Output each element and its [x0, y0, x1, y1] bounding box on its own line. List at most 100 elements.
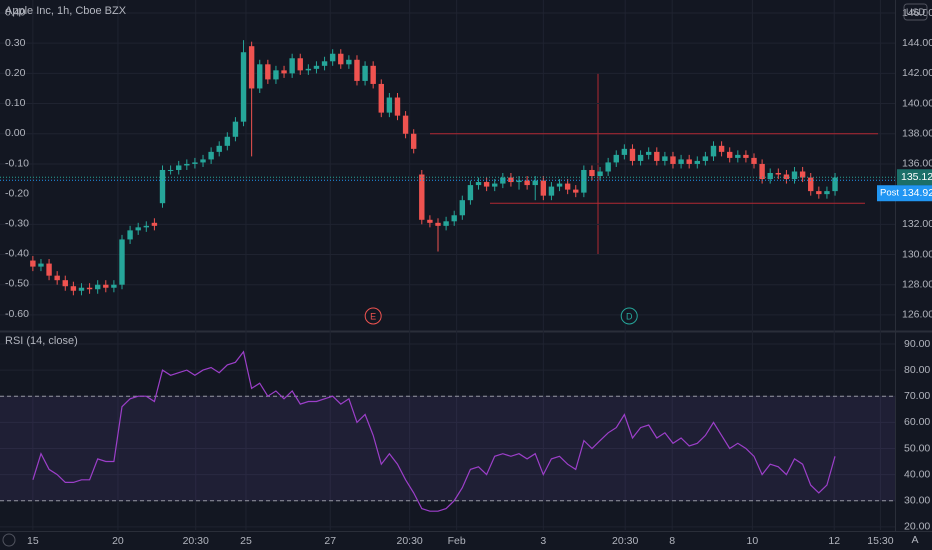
candle-body [516, 180, 522, 183]
y-tick-label: 146.00 [902, 7, 932, 19]
event-marker [364, 307, 382, 325]
candle-body [127, 230, 133, 240]
auto-scale-button[interactable]: A [911, 534, 918, 546]
candle-body [670, 156, 676, 164]
candle-body [370, 65, 376, 84]
candle-body [702, 156, 709, 161]
x-tick-label: 15:30 [867, 535, 893, 547]
candle-body [532, 180, 538, 186]
candle-body [248, 46, 255, 89]
candle-body [808, 177, 814, 192]
y-tick-label: 40.00 [904, 468, 930, 480]
last-price-label: 135.12 [901, 171, 932, 183]
candle-body [492, 183, 498, 187]
candle-body [435, 222, 441, 226]
candle-body [216, 145, 222, 152]
y-tick-label: 126.00 [902, 309, 932, 321]
candle-body [799, 171, 806, 178]
candle-body [751, 157, 757, 164]
x-tick-label: 20:30 [612, 535, 638, 547]
candle-body [94, 284, 101, 290]
y-tick-label: 30.00 [904, 495, 930, 507]
candle-body [378, 83, 384, 113]
logo-icon [2, 533, 16, 547]
x-tick-label: 20:30 [183, 535, 209, 547]
candle-body [564, 183, 571, 190]
candle-body [581, 169, 587, 193]
y-tick-label: 144.00 [902, 37, 932, 49]
rsi-band [0, 396, 895, 501]
candle-body [313, 65, 320, 69]
candle-body [824, 191, 830, 195]
event-marker [620, 307, 638, 325]
candle-body [38, 263, 44, 267]
candle-body [791, 171, 798, 180]
candle-body [159, 169, 166, 204]
candle-body [346, 59, 352, 65]
candle-body [167, 169, 174, 171]
post-price-tag [877, 185, 932, 202]
y-tick-label: 50.00 [904, 442, 930, 454]
candle-body [678, 159, 684, 164]
candle-body [573, 189, 579, 193]
post-price-label: 134.92 [902, 187, 932, 199]
chart-title: Apple Inc, 1h, Cboe BZX [5, 5, 127, 17]
candle-body [613, 154, 619, 163]
candle-body [832, 177, 838, 192]
candle-body [419, 174, 425, 220]
candle-body [338, 53, 344, 65]
candle-body [305, 68, 312, 71]
y2-tick-label: 0.20 [5, 67, 26, 79]
candle-body [62, 280, 68, 287]
x-tick-label: 20 [112, 535, 124, 547]
candle-body [597, 171, 603, 177]
y-tick-label: 138.00 [902, 128, 932, 140]
candle-body [475, 182, 482, 186]
y2-tick-label: -0.50 [5, 278, 29, 290]
candle-body [176, 165, 182, 170]
y2-tick-label: -0.10 [5, 157, 29, 169]
currency: USD [906, 7, 926, 17]
y-tick-label: 140.00 [902, 97, 932, 109]
y-tick-label: 80.00 [904, 364, 930, 376]
candle-body [354, 59, 360, 81]
x-tick-label: 10 [747, 535, 759, 547]
candle-body [816, 191, 822, 195]
candle-body [265, 64, 271, 80]
candle-body [394, 97, 401, 116]
y-tick-label: 20.00 [904, 521, 930, 533]
y-tick-label: 132.00 [902, 218, 932, 230]
candle-body [273, 70, 279, 80]
candle-body [297, 58, 303, 71]
x-tick-label: 15 [27, 535, 39, 547]
candle-body [54, 275, 60, 281]
candle-body [321, 61, 328, 66]
candle-body [694, 160, 700, 164]
candle-body [289, 58, 295, 74]
candle-body [362, 65, 368, 81]
candle-body [224, 136, 231, 146]
candle-body [119, 239, 125, 285]
candle-body [208, 151, 214, 160]
candle-body [451, 215, 457, 222]
y2-tick-label: 0.00 [5, 127, 26, 139]
candle-body [427, 219, 433, 223]
candle-body [70, 286, 77, 291]
y2-tick-label: -0.30 [5, 217, 29, 229]
candle-body [710, 145, 717, 157]
candle-body [524, 180, 530, 186]
candle-body [718, 145, 725, 152]
x-tick-label: 8 [669, 535, 675, 547]
y-tick-label: 60.00 [904, 416, 930, 428]
candle-body [500, 177, 506, 184]
candle-body [402, 115, 409, 134]
candle-body [589, 169, 595, 177]
candle-body [775, 173, 782, 175]
x-tick-label: 25 [240, 535, 252, 547]
event-label: E [370, 311, 376, 321]
currency-box [903, 3, 928, 21]
candle-body [735, 154, 741, 158]
y2-tick-label: 0.10 [5, 97, 26, 109]
